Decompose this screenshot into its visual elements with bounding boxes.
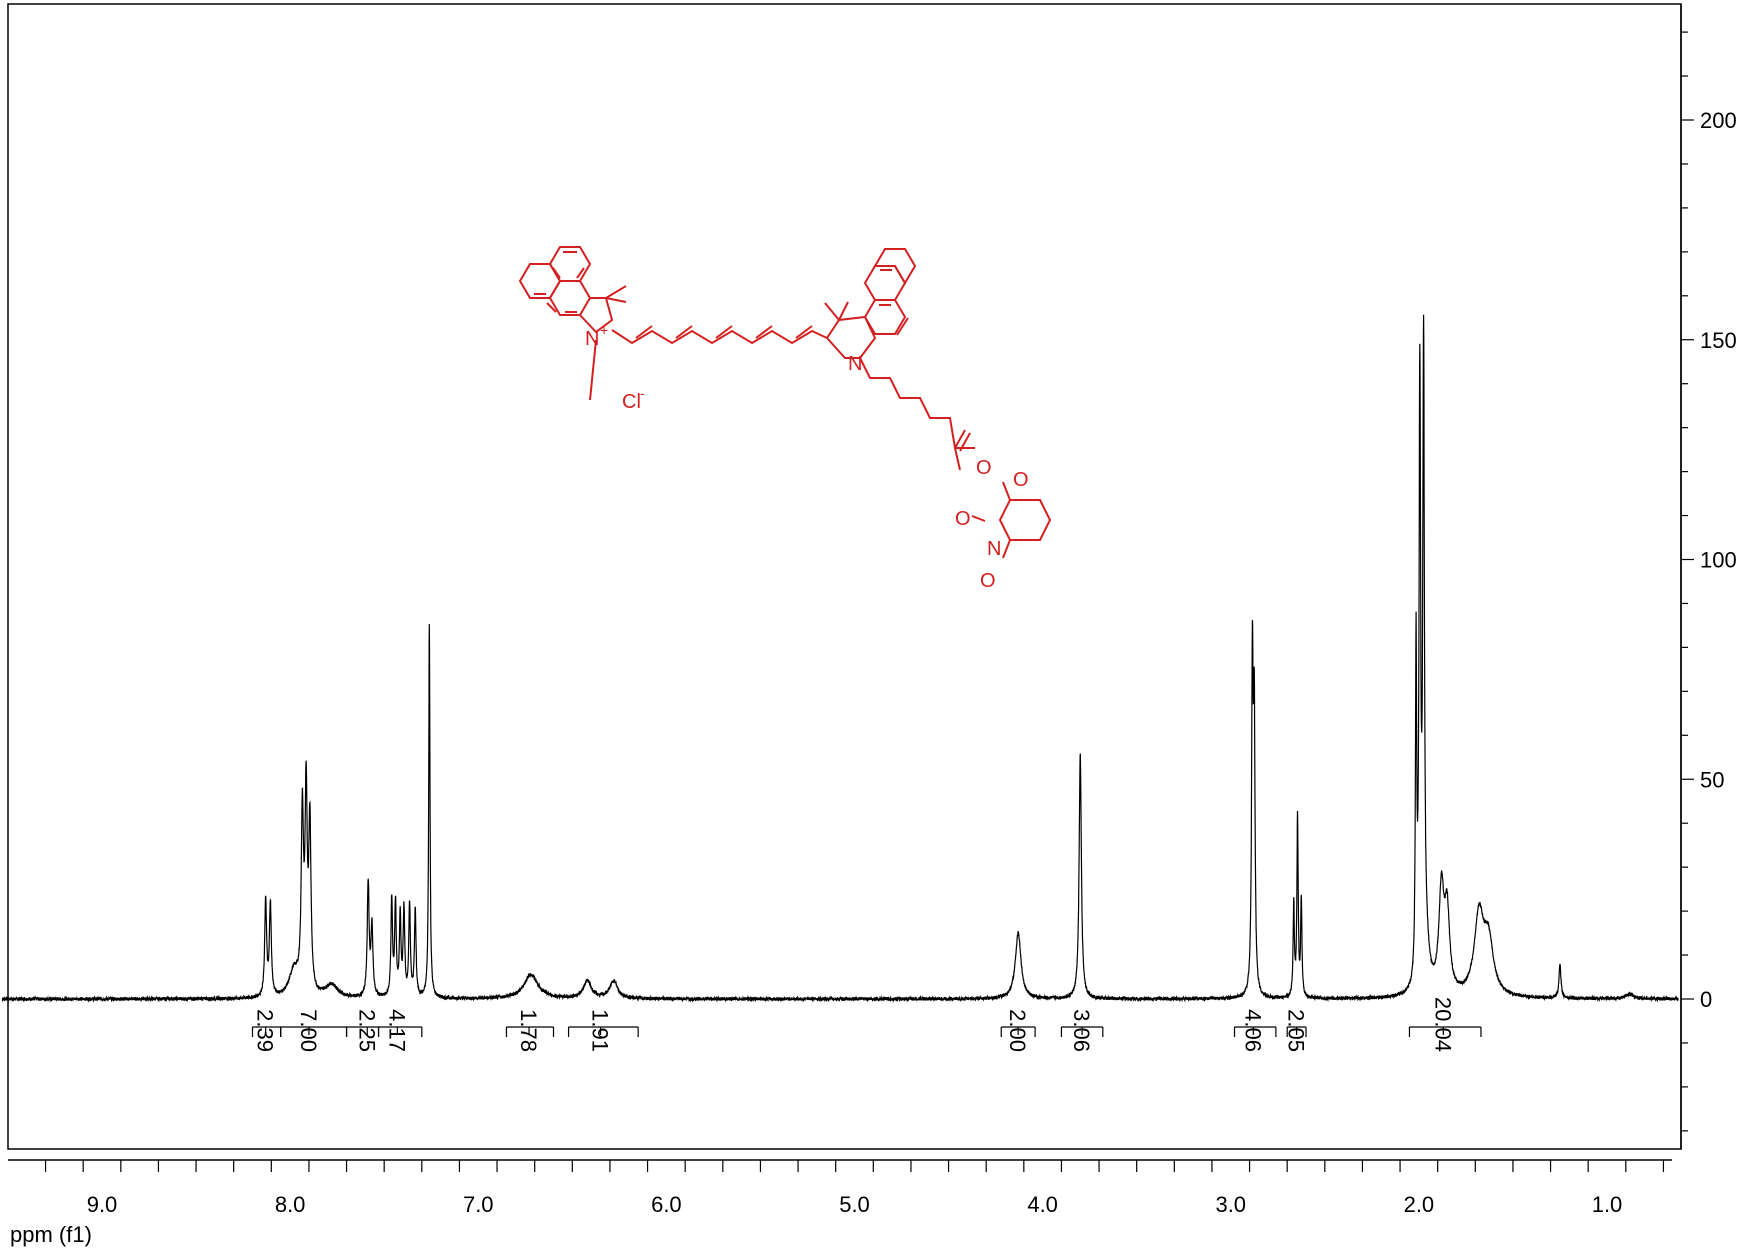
integral-value-label: 7.00 <box>296 1009 321 1052</box>
polymethine-chain <box>611 329 828 345</box>
integral-value-label: 1.91 <box>588 1009 613 1052</box>
x-tick-label: 3.0 <box>1215 1192 1246 1217</box>
x-tick-label: 9.0 <box>87 1192 118 1217</box>
right-nitrogen-label: N <box>848 353 862 375</box>
ester-carbonyl-oxygen: O <box>976 457 992 479</box>
x-tick-label: 1.0 <box>1592 1192 1623 1217</box>
y-tick-label: 100 <box>1700 548 1737 573</box>
y-tick-label: 200 <box>1700 108 1737 133</box>
right-top-benzene-ring <box>873 248 917 285</box>
imide-bottom-oxygen: O <box>980 570 996 592</box>
x-axis: 9.0 8.0 7.0 6.0 5.0 4.0 3.0 2.0 1.0 <box>44 1160 1665 1217</box>
integral-annotations: 2.39 7.00 2.25 4.17 1.78 1.91 2.00 3.06 4.06 2.05… <box>251 997 1482 1052</box>
y-tick-label: 0 <box>1700 987 1712 1012</box>
y-axis: 0 50 100 150 200 <box>1681 31 1737 1132</box>
x-tick-label: 7.0 <box>463 1192 494 1217</box>
left-pyrrole-ring <box>579 297 614 334</box>
integral-value-label: 2.25 <box>354 1009 379 1052</box>
left-nitrogen-label: N <box>585 328 599 350</box>
imide-nitrogen: N <box>987 538 1001 560</box>
x-tick-label: 8.0 <box>275 1192 306 1217</box>
y-tick-label: 50 <box>1700 767 1724 792</box>
integral-value-label: 2.39 <box>253 1009 278 1052</box>
spectrum-trace <box>1 314 1679 1003</box>
integral-value-label: 4.06 <box>1240 1009 1265 1052</box>
integral-value-label: 2.00 <box>1005 1009 1030 1052</box>
x-tick-label: 2.0 <box>1404 1192 1435 1217</box>
x-tick-label: 4.0 <box>1027 1192 1058 1217</box>
succinimide-ring <box>998 499 1052 541</box>
plot-frame <box>7 3 1682 1150</box>
y-tick-label: 150 <box>1700 328 1737 353</box>
integral-value-label: 4.17 <box>384 1009 409 1052</box>
x-tick-label: 5.0 <box>839 1192 870 1217</box>
integral-value-label: 2.05 <box>1284 1009 1309 1052</box>
counter-ion-label: Cl <box>622 391 641 413</box>
integral-value-label: 3.06 <box>1069 1009 1094 1052</box>
chemical-structure <box>518 246 1052 559</box>
left-nitrogen-charge: + <box>600 322 608 338</box>
ester-oxygen: O <box>955 508 971 530</box>
integral-value-label: 20.04 <box>1430 997 1455 1052</box>
counter-ion-charge: - <box>640 385 645 401</box>
structure-labels: N + Cl - N O O N O O <box>585 322 1029 592</box>
integral-value-label: 1.78 <box>516 1009 541 1052</box>
imide-top-oxygen: O <box>1013 469 1029 491</box>
hexanoyl-chain <box>859 357 975 449</box>
left-indole-benzene-ring <box>548 280 592 316</box>
x-tick-label: 6.0 <box>651 1192 682 1217</box>
x-axis-label: ppm (f1) <box>10 1222 92 1247</box>
